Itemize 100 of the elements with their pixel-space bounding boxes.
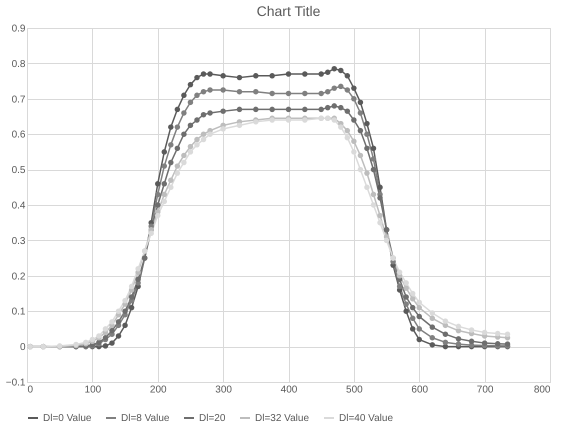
point (370, 156, 376, 162)
x-tick-label: 800 (534, 384, 551, 396)
point (456, 336, 462, 342)
point (181, 152, 187, 158)
point (109, 340, 115, 346)
y-tick-label: 0.5 (12, 165, 26, 176)
point (200, 71, 206, 77)
point (416, 314, 422, 320)
point (358, 110, 364, 116)
point (332, 103, 337, 109)
point (194, 142, 200, 148)
point (269, 73, 275, 79)
point (364, 131, 370, 137)
legend-label: Dl=32 Value (255, 413, 310, 424)
point (358, 100, 364, 106)
point (109, 319, 115, 325)
point (468, 338, 474, 344)
x-tick-label: 500 (346, 384, 364, 396)
point (194, 92, 200, 98)
point (403, 294, 409, 300)
point (286, 106, 292, 112)
point (338, 104, 344, 110)
point (116, 333, 122, 339)
point (358, 128, 364, 134)
point (358, 166, 364, 172)
point (351, 117, 357, 123)
point (194, 117, 200, 123)
point (403, 308, 409, 314)
point (468, 327, 474, 333)
x-tick-label: 400 (280, 384, 298, 396)
point (416, 304, 422, 310)
point (403, 280, 409, 286)
point (302, 90, 308, 96)
point (162, 198, 168, 204)
point (220, 108, 226, 114)
point (286, 90, 292, 96)
point (168, 124, 174, 130)
point (364, 146, 370, 152)
point (269, 90, 275, 96)
point (188, 149, 194, 155)
point (377, 220, 383, 226)
point (200, 112, 206, 118)
point (122, 322, 128, 328)
point (174, 146, 180, 152)
point (174, 106, 180, 112)
point (410, 296, 416, 302)
point (253, 106, 259, 112)
point (410, 290, 416, 296)
x-tick-label: 0 (28, 384, 34, 396)
point (410, 304, 416, 310)
point (442, 318, 448, 324)
y-tick-label: 0.6 (12, 130, 26, 141)
point (324, 88, 330, 94)
point (148, 230, 154, 236)
point (162, 181, 168, 186)
point (168, 160, 174, 166)
y-tick-label: 0.1 (12, 306, 26, 318)
y-tick-label: 0.4 (12, 200, 26, 212)
point (416, 326, 422, 332)
point (109, 328, 115, 334)
point (332, 66, 337, 72)
point (338, 124, 344, 130)
point (220, 87, 226, 93)
point (364, 184, 370, 190)
point (396, 284, 402, 290)
legend-label: Dl=40 Value (339, 413, 394, 424)
point (410, 326, 416, 332)
point (188, 122, 194, 128)
point (430, 324, 436, 330)
point (403, 285, 409, 291)
point (135, 266, 141, 272)
point (220, 73, 226, 79)
point (128, 304, 134, 310)
point (332, 85, 337, 91)
point (344, 73, 350, 79)
point (351, 85, 357, 91)
point (102, 343, 108, 349)
point (442, 331, 448, 337)
point (344, 135, 350, 140)
point (122, 308, 128, 314)
y-tick-label: 0.7 (12, 94, 26, 106)
point (128, 284, 134, 290)
point (236, 122, 242, 128)
point (188, 82, 194, 88)
point (416, 336, 422, 342)
point (174, 124, 180, 130)
legend-label: Dl=0 Value (43, 413, 92, 424)
point (181, 131, 187, 137)
point (269, 106, 275, 112)
point (370, 166, 376, 172)
point (338, 68, 344, 74)
point (344, 108, 350, 114)
point (286, 71, 292, 77)
legend-label: Dl=8 Value (121, 413, 170, 424)
point (456, 341, 462, 347)
y-tick-label: 0.9 (12, 24, 26, 34)
point (318, 90, 324, 96)
point (442, 340, 448, 346)
point (410, 316, 416, 322)
y-tick-label: 0.3 (12, 236, 26, 247)
